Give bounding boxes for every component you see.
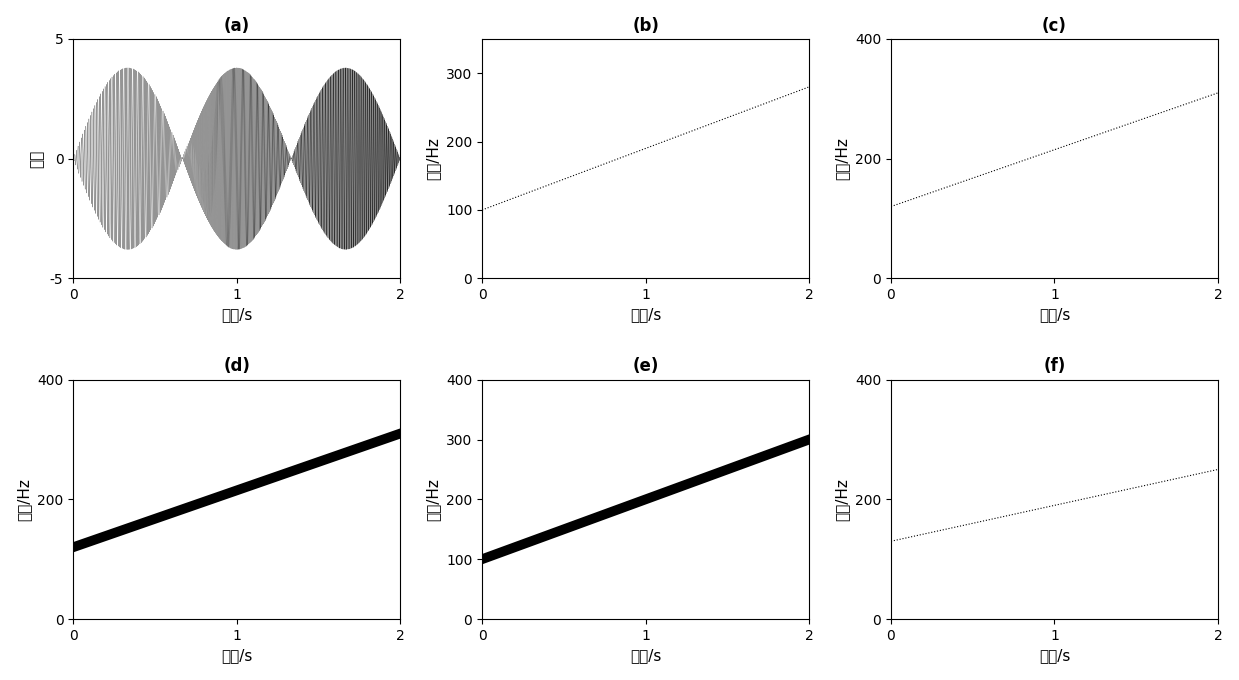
- X-axis label: 时间/s: 时间/s: [221, 307, 253, 322]
- X-axis label: 时间/s: 时间/s: [221, 648, 253, 663]
- Y-axis label: 频率/Hz: 频率/Hz: [425, 137, 440, 180]
- Y-axis label: 频率/Hz: 频率/Hz: [834, 137, 850, 180]
- Title: (d): (d): [223, 358, 250, 375]
- Y-axis label: 幅度: 幅度: [30, 150, 45, 168]
- Title: (c): (c): [1042, 17, 1067, 35]
- Y-axis label: 频率/Hz: 频率/Hz: [834, 478, 850, 521]
- Y-axis label: 频率/Hz: 频率/Hz: [425, 478, 440, 521]
- Title: (a): (a): [223, 17, 250, 35]
- X-axis label: 时间/s: 时间/s: [1038, 648, 1070, 663]
- X-axis label: 时间/s: 时间/s: [629, 307, 662, 322]
- X-axis label: 时间/s: 时间/s: [629, 648, 662, 663]
- Title: (b): (b): [632, 17, 659, 35]
- Y-axis label: 频率/Hz: 频率/Hz: [16, 478, 32, 521]
- Title: (f): (f): [1043, 358, 1066, 375]
- Title: (e): (e): [632, 358, 659, 375]
- X-axis label: 时间/s: 时间/s: [1038, 307, 1070, 322]
